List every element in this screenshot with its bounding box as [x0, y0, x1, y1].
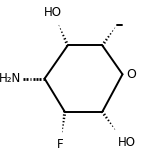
Text: HO: HO [118, 136, 136, 149]
Text: H₂N: H₂N [0, 72, 21, 85]
Text: HO: HO [44, 6, 62, 19]
Text: F: F [57, 138, 64, 151]
Text: O: O [126, 68, 136, 81]
